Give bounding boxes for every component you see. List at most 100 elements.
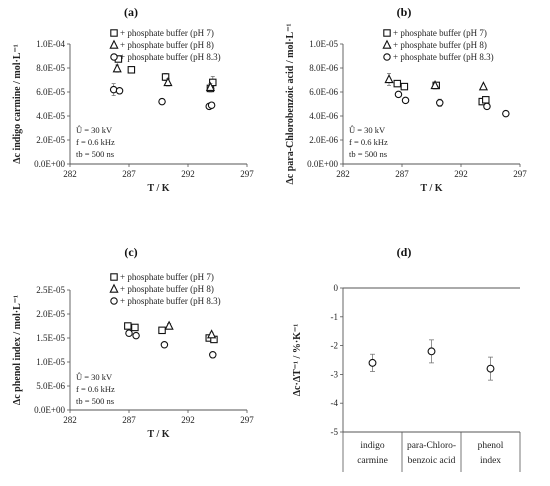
data-point-square [400, 82, 409, 91]
data-point-circle [109, 85, 118, 94]
x-tick-label: 292 [181, 415, 195, 425]
y-tick-label: 2.0E-05 [36, 135, 65, 145]
data-point-circle [486, 364, 495, 373]
data-point-triangle [164, 320, 174, 330]
legend-entry: + phosphate buffer (pH 8) [120, 284, 214, 294]
legend-marker-triangle [109, 283, 119, 293]
x-tick-label: 282 [63, 169, 77, 179]
y-axis-label: Δc·ΔT⁻¹ / %·K⁻¹ [292, 324, 303, 396]
panel-label: (d) [397, 245, 412, 259]
y-tick-label: 0.0E+00 [307, 159, 338, 169]
data-point-circle [125, 329, 133, 337]
data-point-circle [207, 101, 216, 109]
annotation-voltage: Û = 30 kV [76, 125, 113, 135]
y-tick-label: 6.0E-05 [36, 87, 65, 97]
y-tick-label: -2 [331, 341, 339, 351]
panel-label: (c) [124, 245, 137, 259]
x-tick-label: 297 [240, 415, 254, 425]
y-tick-label: 8.0E-05 [36, 63, 65, 73]
legend-entry: + phosphate buffer (pH 7) [393, 28, 487, 38]
data-point-square [124, 322, 132, 330]
data-point-circle [502, 109, 510, 118]
category-label-line2: benzoic acid [408, 456, 456, 466]
x-tick-label: 292 [181, 169, 195, 179]
x-tick-label: 287 [122, 415, 136, 425]
legend-entry: + phosphate buffer (pH 8) [120, 40, 214, 50]
legend-marker-triangle [109, 39, 119, 49]
data-point-square [209, 78, 217, 87]
y-tick-label: 0.0E+00 [34, 159, 65, 169]
y-tick-label: 1.0E-05 [36, 357, 65, 367]
data-point-circle [483, 102, 491, 111]
y-tick-label: 2.0E-05 [36, 309, 65, 319]
data-point-square [158, 326, 166, 335]
annotation-pulse-width: tb = 500 ns [349, 149, 387, 159]
data-point-triangle [478, 81, 489, 91]
y-tick-label: 1.5E-05 [36, 333, 65, 343]
data-point-square [393, 79, 402, 88]
y-tick-label: 0.0E+00 [34, 405, 65, 415]
legend-marker-circle [383, 53, 391, 61]
chart-panel-3: (c) 0.0E+00 5.0E-06 1.0E-05 1.5E-05 2.0E-05 2.… [12, 245, 254, 440]
legend-marker-triangle [382, 39, 392, 49]
y-tick-label: -3 [331, 369, 339, 379]
y-tick-label: 6.0E-06 [309, 87, 338, 97]
data-point-circle [427, 347, 436, 356]
category-label-line2: carmine [357, 456, 388, 466]
chart-panel-2: (b) 0.0E+00 2.0E-06 4.0E-06 6.0E-06 8.0E-06 1.… [285, 5, 527, 194]
data-point-circle [209, 351, 217, 359]
annotation-frequency: f = 0.6 kHz [76, 137, 115, 147]
data-point-triangle [384, 73, 394, 84]
x-axis-label: T / K [147, 183, 169, 194]
y-tick-label: -5 [331, 427, 339, 437]
data-point-square [127, 66, 136, 74]
x-axis-label: T / K [147, 429, 169, 440]
y-axis-label: Δc indigo carmine / mol·L⁻¹ [12, 44, 23, 164]
y-tick-label: -4 [331, 398, 339, 408]
x-tick-label: 287 [395, 169, 409, 179]
y-tick-label: 1.0E-04 [36, 39, 65, 49]
legend-marker-circle [110, 53, 118, 61]
y-axis-label: Δc phenol index / mol·L⁻¹ [12, 295, 23, 405]
y-tick-label: 2.0E-06 [309, 135, 338, 145]
y-axis-label: Δc para-Chlorobenzoic acid / mol·L⁻¹ [285, 23, 296, 184]
data-point-square [131, 323, 139, 332]
category-label-line1: para-Chloro- [407, 441, 456, 451]
category-label-line2: index [480, 456, 501, 466]
data-point-triangle [207, 329, 217, 339]
y-tick-label: -1 [331, 312, 339, 322]
x-tick-label: 297 [240, 169, 254, 179]
data-point-triangle [112, 63, 122, 73]
data-point-triangle [163, 76, 173, 87]
y-tick-label: 4.0E-06 [309, 111, 338, 121]
legend-entry: + phosphate buffer (pH 8.3) [120, 296, 221, 306]
data-point-square [161, 73, 170, 81]
data-point-circle [436, 99, 444, 107]
x-tick-label: 292 [454, 169, 468, 179]
annotation-pulse-width: tb = 500 ns [76, 396, 114, 406]
y-tick-label: 2.5E-05 [36, 285, 65, 295]
annotation-frequency: f = 0.6 kHz [76, 384, 115, 394]
legend-entry: + phosphate buffer (pH 8) [393, 40, 487, 50]
annotation-frequency: f = 0.6 kHz [349, 137, 388, 147]
y-tick-label: 8.0E-06 [309, 63, 338, 73]
annotation-voltage: Û = 30 kV [349, 125, 386, 135]
data-point-triangle [205, 81, 216, 91]
category-label-line1: indigo [360, 441, 385, 451]
panel-label: (b) [397, 5, 412, 19]
legend-marker-square [110, 273, 118, 281]
data-point-circle [401, 96, 410, 105]
x-tick-label: 287 [122, 169, 136, 179]
data-point-square [482, 96, 490, 104]
legend-marker-square [383, 29, 391, 37]
legend-entry: + phosphate buffer (pH 7) [120, 272, 214, 282]
data-point-circle [132, 331, 140, 340]
x-axis-label: T / K [420, 183, 442, 194]
x-tick-label: 282 [336, 169, 350, 179]
y-tick-label: 4.0E-05 [36, 111, 65, 121]
y-tick-label: 1.0E-05 [309, 39, 338, 49]
data-point-triangle [430, 79, 440, 90]
y-tick-label: 0 [334, 283, 339, 293]
panel-label: (a) [124, 5, 138, 19]
data-point-circle [394, 90, 403, 99]
